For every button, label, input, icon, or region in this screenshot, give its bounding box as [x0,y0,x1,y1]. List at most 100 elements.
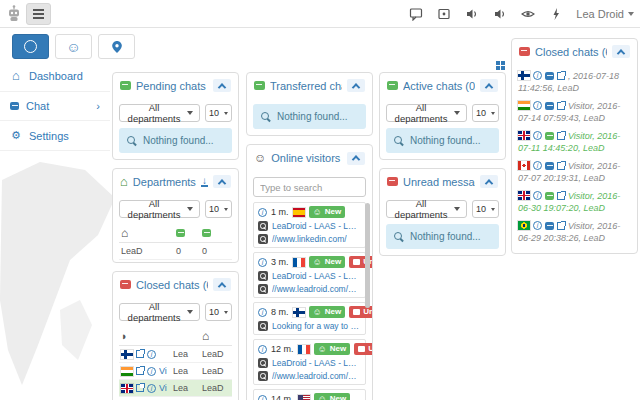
page-title-link[interactable]: LeaDroid - LAAS - Leads As A Service [272,271,361,281]
flag-fi-icon [293,308,305,317]
page-preview-icon[interactable] [258,271,268,281]
info-icon[interactable] [533,101,542,110]
open-chat-icon[interactable] [557,192,565,200]
view-tabs: ☺ [12,34,135,59]
collapse-button[interactable] [213,278,231,291]
info-icon[interactable] [147,384,156,393]
all-departments-dropdown[interactable]: All departments [119,303,200,321]
operator-cell: Lea [173,383,199,393]
chevron-up-icon [485,83,493,91]
flag-fr-icon [293,258,305,267]
referrer-url-link[interactable]: //www.linkedin.com/ [272,234,347,244]
info-icon[interactable] [258,345,267,354]
page-preview-icon[interactable] [258,234,268,244]
panel-online-visitors: ☺ Online visitors (13) 1 m. ☺New LeaDroi… [246,144,373,400]
collapse-button[interactable] [213,79,231,92]
visitor-link[interactable]: Visitor [159,366,167,376]
page-preview-icon[interactable] [258,284,268,294]
nothing-found-box: Nothing found... [119,128,232,153]
page-size-select[interactable]: 10 [205,303,232,321]
tab-dashboard-info[interactable] [12,34,49,59]
chat-icon[interactable] [545,192,554,200]
sidebar-item-dashboard[interactable]: ⌂ Dashboard [0,60,110,92]
page-preview-icon[interactable] [258,321,268,331]
closed-chat-entry: Visitor, 2016-06-29 20:38:26, LeaD [512,217,637,247]
chat-icon[interactable] [545,162,554,170]
collapse-button[interactable] [213,175,231,188]
chats-icon[interactable] [408,7,423,22]
referrer-url-link[interactable]: //www.leadroid.com/blog/index.php/... [272,284,361,294]
page-size-select[interactable]: 10 [472,104,499,122]
info-icon[interactable] [258,308,267,317]
chat-icon[interactable] [545,132,554,140]
all-departments-dropdown[interactable]: All departments [386,104,467,122]
page-preview-icon[interactable] [258,371,268,381]
info-icon[interactable] [258,395,267,400]
flash-actions-icon[interactable] [548,7,563,22]
page-size-select[interactable]: 10 [205,104,232,122]
sidebar-item-chat[interactable]: Chat › [0,92,110,121]
page-preview-icon[interactable] [258,221,268,231]
visitor-search-input[interactable] [253,177,366,197]
layout-grid-button[interactable] [496,60,505,72]
info-icon[interactable] [533,161,542,170]
screen-record-icon[interactable] [436,7,451,22]
page-preview-icon[interactable] [258,358,268,368]
all-departments-dropdown[interactable]: All departments [386,200,467,218]
collapse-button[interactable] [612,45,630,58]
info-icon[interactable] [258,208,267,217]
chevron-down-icon [454,207,460,211]
all-departments-dropdown[interactable]: All departments [119,200,200,218]
sound-new-message-icon[interactable] [492,7,507,22]
info-icon[interactable] [533,71,542,80]
flag-fr-icon [298,345,310,354]
info-icon[interactable] [533,221,542,230]
open-chat-icon[interactable] [557,102,565,110]
chevron-down-icon [454,111,460,115]
open-chat-icon[interactable] [557,72,565,80]
open-chat-icon[interactable] [557,132,565,140]
collapse-button[interactable] [347,152,365,165]
visitor-link[interactable]: Visitor [159,383,167,393]
tab-online-visitors[interactable]: ☺ [55,34,92,59]
all-departments-dropdown[interactable]: All departments [119,104,200,122]
home-icon: ⌂ [202,329,209,343]
page-size-select[interactable]: 10 [205,200,232,218]
collapse-button[interactable] [347,79,365,92]
sidebar-item-settings[interactable]: ⚙ Settings [0,121,110,151]
open-chat-icon[interactable] [136,367,144,375]
download-icon[interactable]: ↓ [201,176,208,187]
dropdown-label: All departments [393,102,449,124]
info-icon[interactable] [147,350,156,359]
smiley-icon: ☺ [254,151,266,165]
info-icon[interactable] [533,191,542,200]
info-icon[interactable] [258,258,267,267]
closed-table-header: ◗ ⌂ [119,327,232,346]
chevron-up-icon [218,83,226,91]
collapse-button[interactable] [480,175,498,188]
user-menu[interactable]: Lea Droid [576,8,634,20]
info-icon[interactable] [147,367,156,376]
tab-visitors-map[interactable] [98,34,135,59]
home-icon: ⌂ [10,68,22,83]
visitor-referrer-link: //www.linkedin.com/ [258,234,361,244]
info-icon[interactable] [533,131,542,140]
open-chat-icon[interactable] [136,350,144,358]
collapse-button[interactable] [480,79,498,92]
chat-icon[interactable] [545,102,554,110]
open-chat-icon[interactable] [557,162,565,170]
page-size-select[interactable]: 10 [472,200,499,218]
page-title-link[interactable]: LeaDroid - LAAS - Leads As A Service [272,221,361,231]
referrer-url-link[interactable]: //www.leadroid.com/blog/index.php/... [272,371,361,381]
sound-new-chat-icon[interactable] [464,7,479,22]
open-chat-icon[interactable] [557,222,565,230]
visibility-icon[interactable] [520,7,535,22]
scrollbar[interactable] [365,203,370,308]
page-title-link[interactable]: LeaDroid - LAAS - Leads As A Service [272,358,361,368]
open-chat-icon[interactable] [136,384,144,392]
menu-toggle-button[interactable] [26,3,51,25]
panel-title: Online visitors (13) [271,152,342,164]
chat-icon[interactable] [545,72,554,80]
chat-icon[interactable] [545,222,554,230]
page-title-link[interactable]: Looking for a way to boost sales thro... [272,321,361,331]
